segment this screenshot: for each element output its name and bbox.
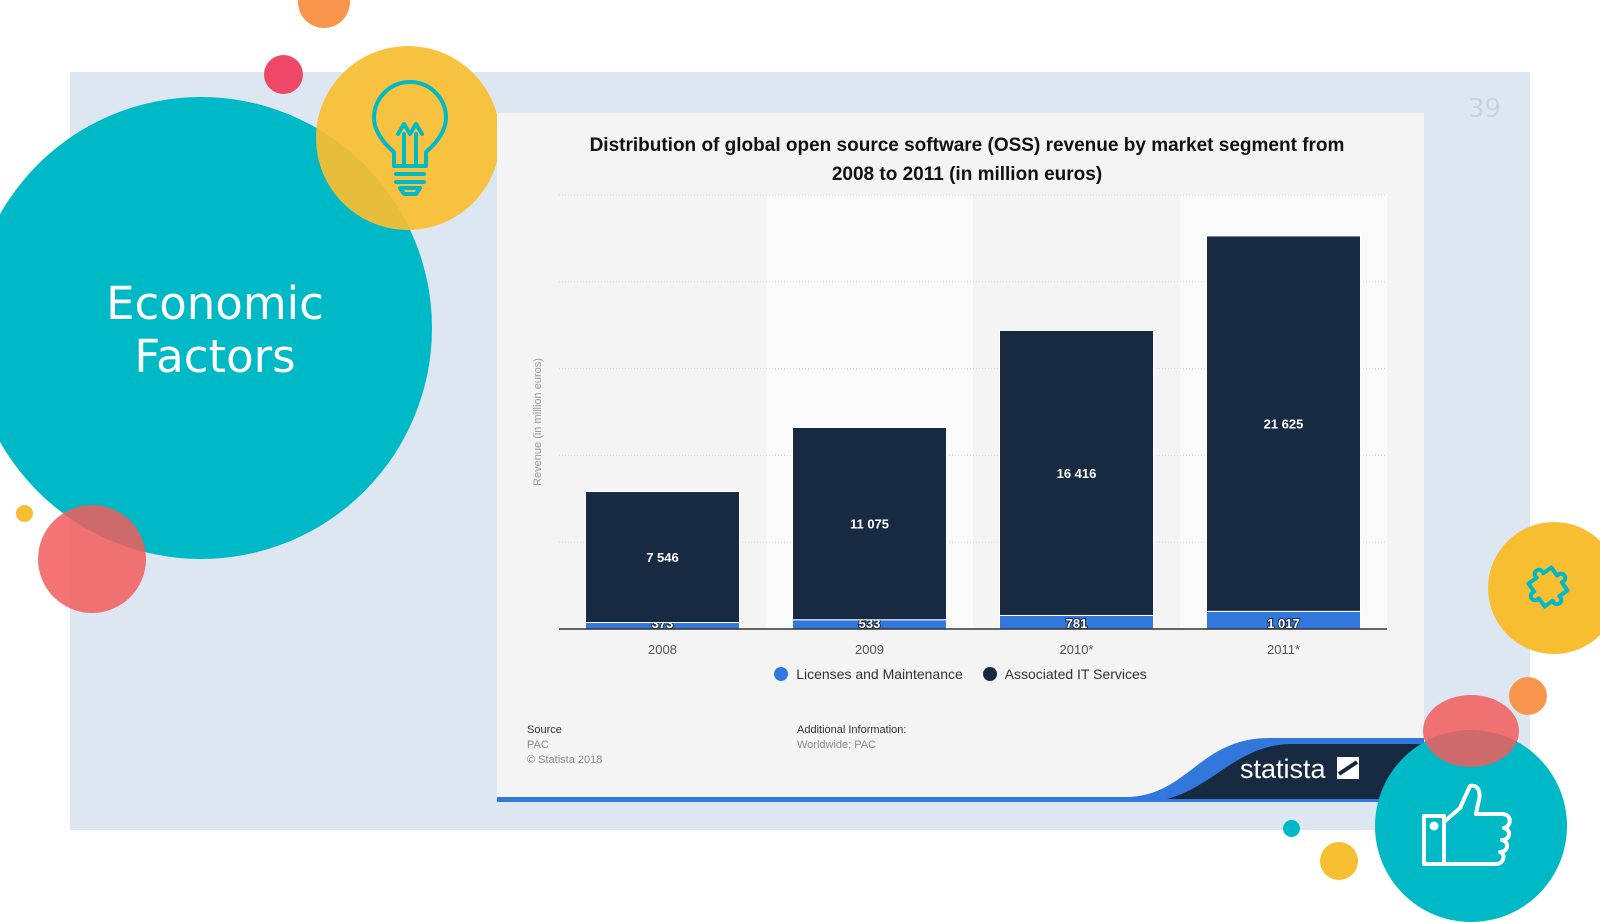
legend-label-licenses: Licenses and Maintenance: [796, 666, 963, 682]
x-tick-label: 2010*: [1060, 642, 1094, 657]
slide-title-line1: Economic: [106, 277, 324, 330]
deco-circle-yellow-bulb: [316, 46, 500, 230]
additional-info-block: Additional Information: Worldwide; PAC: [797, 723, 906, 753]
deco-circle-coral-left: [38, 505, 146, 613]
data-label-it-services: 16 416: [1057, 466, 1097, 481]
legend-item-licenses: Licenses and Maintenance: [774, 666, 963, 682]
bar-it-services: [999, 329, 1154, 616]
puzzle-icon: [1520, 555, 1586, 621]
page-number: 39: [1468, 94, 1502, 124]
x-tick-label: 2008: [648, 642, 677, 657]
deco-circle-coral-right: [1423, 695, 1519, 767]
bar-it-services: [585, 491, 740, 624]
deco-circle-yellow-small: [1320, 842, 1358, 880]
chart-title-line2: 2008 to 2011 (in million euros): [831, 164, 1103, 185]
x-tick-label: 2011*: [1267, 642, 1300, 657]
deco-dot-yellow-small: [16, 505, 33, 522]
chart-card: Distribution of global open source softw…: [497, 113, 1424, 802]
additional-info-label: Additional Information:: [797, 724, 907, 736]
deco-circle-orange-right: [1509, 677, 1547, 715]
copyright-text: © Statista 2018: [527, 754, 603, 766]
statista-brand: statista: [1240, 754, 1360, 786]
bar-it-services: [792, 426, 947, 621]
slide-title: Economic Factors: [60, 277, 370, 383]
chart-legend: Licenses and Maintenance Associated IT S…: [497, 666, 1424, 684]
y-axis-label: Revenue (in million euros): [532, 358, 544, 486]
deco-circle-yellow-puzzle: [1488, 522, 1600, 654]
x-tick-label: 2009: [855, 642, 884, 657]
data-label-licenses: 1 017: [1267, 616, 1300, 631]
legend-item-it-services: Associated IT Services: [982, 666, 1147, 682]
deco-dot-teal-small: [1283, 820, 1300, 837]
source-name: PAC: [527, 739, 549, 751]
data-label-it-services: 21 625: [1264, 417, 1304, 432]
chart-title-line1: Distribution of global open source softw…: [589, 135, 1345, 156]
source-block: Source PAC © Statista 2018: [527, 723, 602, 768]
legend-label-it-services: Associated IT Services: [1004, 666, 1147, 682]
data-label-it-services: 7 546: [646, 550, 679, 565]
deco-circle-pink: [264, 55, 303, 94]
chart-title: Distribution of global open source softw…: [557, 131, 1377, 189]
legend-dot-licenses: [774, 667, 789, 681]
slide-title-line2: Factors: [134, 330, 296, 383]
statista-logo-icon: [1337, 755, 1360, 786]
legend-dot-it-services: [982, 667, 997, 681]
thumbs-up-icon: [1420, 780, 1520, 870]
bar-it-services: [1206, 235, 1361, 612]
additional-info-text: Worldwide; PAC: [797, 739, 877, 751]
statista-brand-text: statista: [1240, 754, 1326, 784]
data-label-it-services: 11 075: [850, 517, 889, 532]
source-label: Source: [527, 724, 562, 736]
deco-circle-orange-top: [298, 0, 350, 28]
data-label-licenses: 781: [1066, 616, 1088, 631]
lightbulb-icon: [370, 80, 450, 200]
